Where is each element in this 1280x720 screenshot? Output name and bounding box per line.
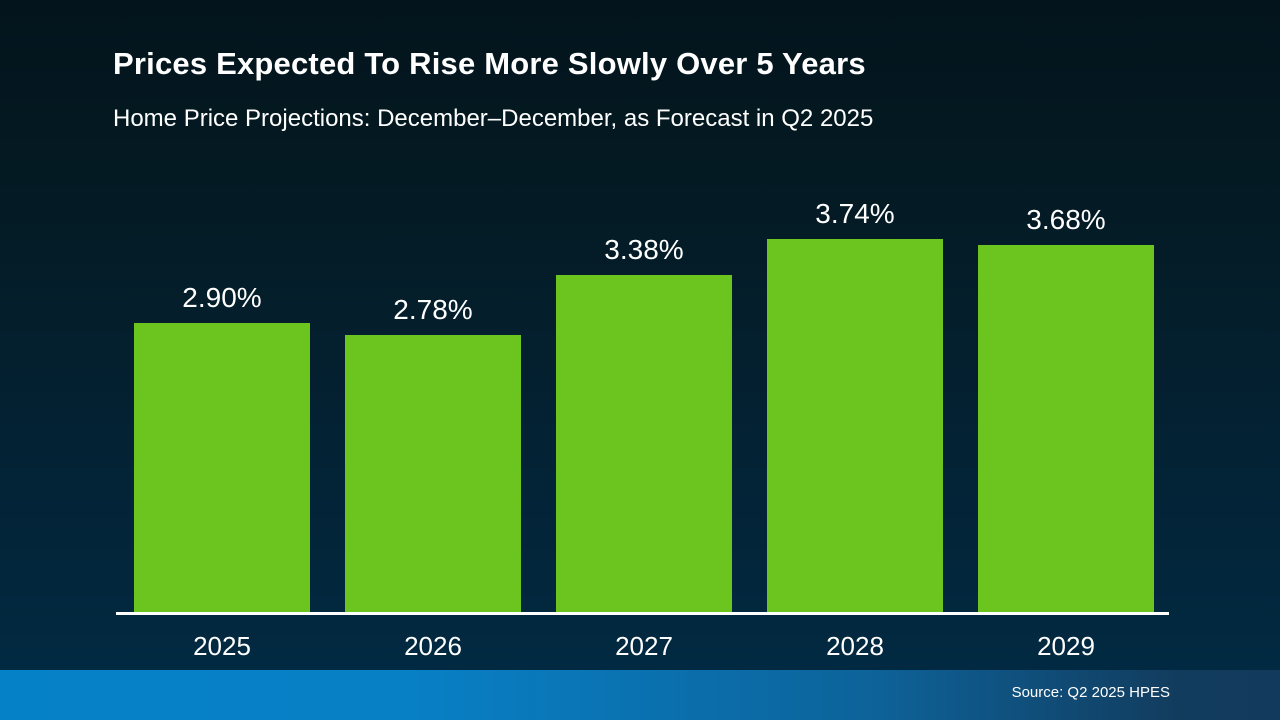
x-axis-tick-label: 2029 <box>1037 631 1095 661</box>
page-subtitle: Home Price Projections: December–Decembe… <box>113 105 874 132</box>
bar-rect <box>345 335 521 613</box>
source-note: Source: Q2 2025 HPES <box>1011 684 1170 701</box>
footer-band: Source: Q2 2025 HPES <box>0 670 1280 720</box>
bar-rect <box>134 323 310 613</box>
bar-rect <box>978 245 1154 613</box>
bar-group: 2.90% <box>134 282 310 613</box>
bar-group: 3.68% <box>978 204 1154 613</box>
bar-rect <box>556 275 732 613</box>
x-axis-line <box>116 612 1169 615</box>
x-axis-tick-label: 2027 <box>615 631 673 661</box>
bar-rect <box>767 239 943 613</box>
bar-value-label: 3.68% <box>1026 204 1106 235</box>
bar-group: 3.38% <box>556 234 732 613</box>
bar-value-label: 3.38% <box>604 234 684 265</box>
bar-value-label: 2.90% <box>182 282 262 313</box>
bar-group: 3.74% <box>767 198 943 613</box>
bar-value-label: 2.78% <box>393 294 473 325</box>
x-axis-tick-label: 2028 <box>826 631 884 661</box>
x-axis-tick-label: 2025 <box>193 631 251 661</box>
bar-value-label: 3.74% <box>815 198 895 229</box>
x-axis-tick-label: 2026 <box>404 631 462 661</box>
bar-group: 2.78% <box>345 294 521 613</box>
page-title: Prices Expected To Rise More Slowly Over… <box>113 46 866 81</box>
